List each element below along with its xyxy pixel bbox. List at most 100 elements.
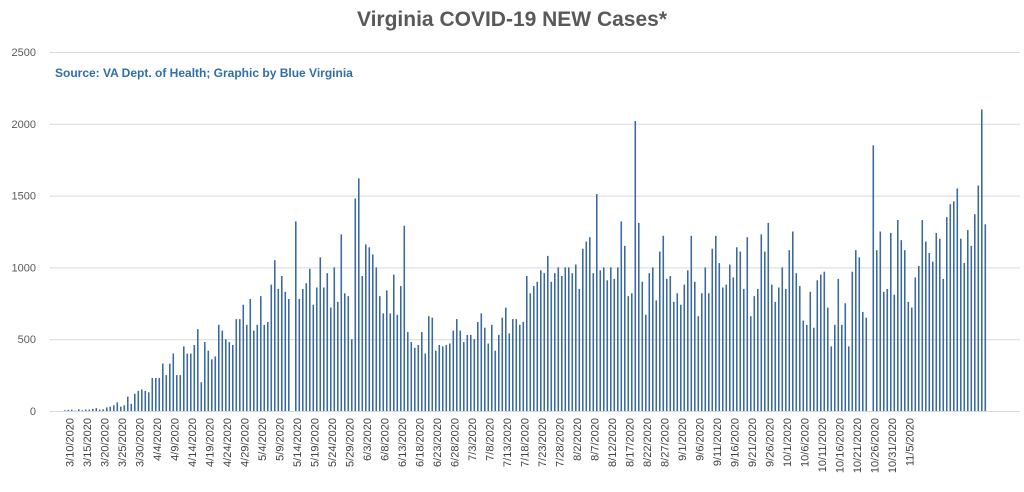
- bar: [169, 363, 171, 411]
- x-tick-label: 9/16/2020: [730, 418, 742, 467]
- bar: [134, 393, 136, 411]
- bar: [708, 293, 710, 411]
- x-tick-label: 9/11/2020: [712, 418, 724, 466]
- bar: [655, 300, 658, 411]
- x-tick-label: 10/21/2020: [852, 418, 864, 473]
- bar: [911, 307, 913, 411]
- x-tick-label: 6/23/2020: [432, 418, 444, 467]
- bar: [508, 333, 511, 411]
- x-tick-label: 7/28/2020: [555, 418, 567, 467]
- chart-title: Virginia COVID-19 NEW Cases*: [356, 8, 668, 31]
- x-tick-label: 9/6/2020: [695, 418, 707, 461]
- bar: [603, 267, 605, 411]
- bar: [449, 343, 451, 411]
- bar: [305, 283, 308, 411]
- bar: [620, 221, 623, 411]
- bar: [984, 224, 987, 411]
- bar: [323, 287, 325, 411]
- x-tick-label: 9/21/2020: [747, 418, 759, 467]
- bar: [785, 288, 787, 411]
- x-tick-label: 6/13/2020: [397, 418, 409, 467]
- bar: [725, 284, 728, 411]
- bar: [575, 264, 577, 411]
- bar: [522, 321, 525, 411]
- bar: [326, 273, 329, 411]
- bar: [799, 286, 801, 411]
- bar: [120, 406, 122, 411]
- bar: [99, 409, 101, 411]
- x-tick-label: 3/15/2020: [82, 418, 94, 467]
- bar: [498, 334, 500, 411]
- bar: [648, 273, 651, 411]
- bar: [743, 288, 745, 411]
- bar: [298, 298, 301, 411]
- bar: [683, 284, 686, 411]
- bar: [858, 257, 861, 411]
- bar: [253, 330, 255, 411]
- bar: [155, 377, 157, 411]
- bar: [904, 250, 906, 411]
- bar: [428, 316, 430, 411]
- gridlines: [50, 52, 1020, 341]
- bar: [792, 231, 794, 411]
- bar: [260, 296, 262, 411]
- bar: [102, 409, 105, 411]
- bar: [806, 324, 808, 411]
- bar: [172, 353, 175, 411]
- bar: [830, 346, 833, 411]
- bar: [645, 314, 647, 411]
- bar: [526, 276, 528, 411]
- bar: [711, 248, 714, 411]
- bar: [981, 109, 983, 411]
- bar: [400, 286, 402, 411]
- bar: [568, 267, 570, 411]
- bar: [809, 291, 812, 411]
- bar: [638, 222, 640, 411]
- bar: [659, 251, 661, 411]
- bar: [827, 307, 829, 411]
- bar: [585, 241, 588, 411]
- bar: [718, 263, 721, 411]
- bar: [900, 240, 903, 411]
- bar: [232, 344, 234, 411]
- bar: [907, 301, 910, 411]
- x-tick-label: 10/6/2020: [800, 418, 812, 467]
- bar: [64, 410, 66, 411]
- bar: [928, 253, 931, 411]
- bar-series: [64, 109, 987, 412]
- bar: [183, 346, 185, 411]
- bar: [666, 278, 668, 411]
- bar: [921, 220, 924, 411]
- bar: [158, 377, 161, 411]
- bar: [736, 247, 738, 411]
- bar: [382, 313, 385, 411]
- bar: [246, 324, 248, 411]
- bar: [564, 267, 567, 411]
- bar: [218, 324, 220, 411]
- bar: [844, 303, 847, 411]
- bar: [529, 293, 532, 411]
- x-tick-label: 10/26/2020: [870, 418, 882, 473]
- bar: [963, 263, 966, 411]
- bar: [757, 288, 759, 411]
- bar: [956, 188, 959, 411]
- bar: [354, 198, 357, 411]
- bar: [473, 339, 476, 411]
- bar: [190, 353, 192, 411]
- bar: [431, 317, 434, 411]
- chart-source-note: Source: VA Dept. of Health; Graphic by B…: [55, 66, 353, 80]
- bar: [379, 296, 381, 411]
- bar: [970, 245, 973, 411]
- bar: [137, 390, 140, 411]
- bar: [624, 245, 626, 411]
- x-tick-label: 8/22/2020: [642, 418, 654, 467]
- bar: [841, 324, 843, 411]
- y-tick-label: 2500: [12, 47, 36, 59]
- bar: [389, 313, 392, 411]
- bar: [491, 324, 493, 411]
- bar: [729, 264, 731, 411]
- bar: [582, 248, 584, 411]
- bar: [813, 327, 815, 411]
- bar: [774, 301, 777, 411]
